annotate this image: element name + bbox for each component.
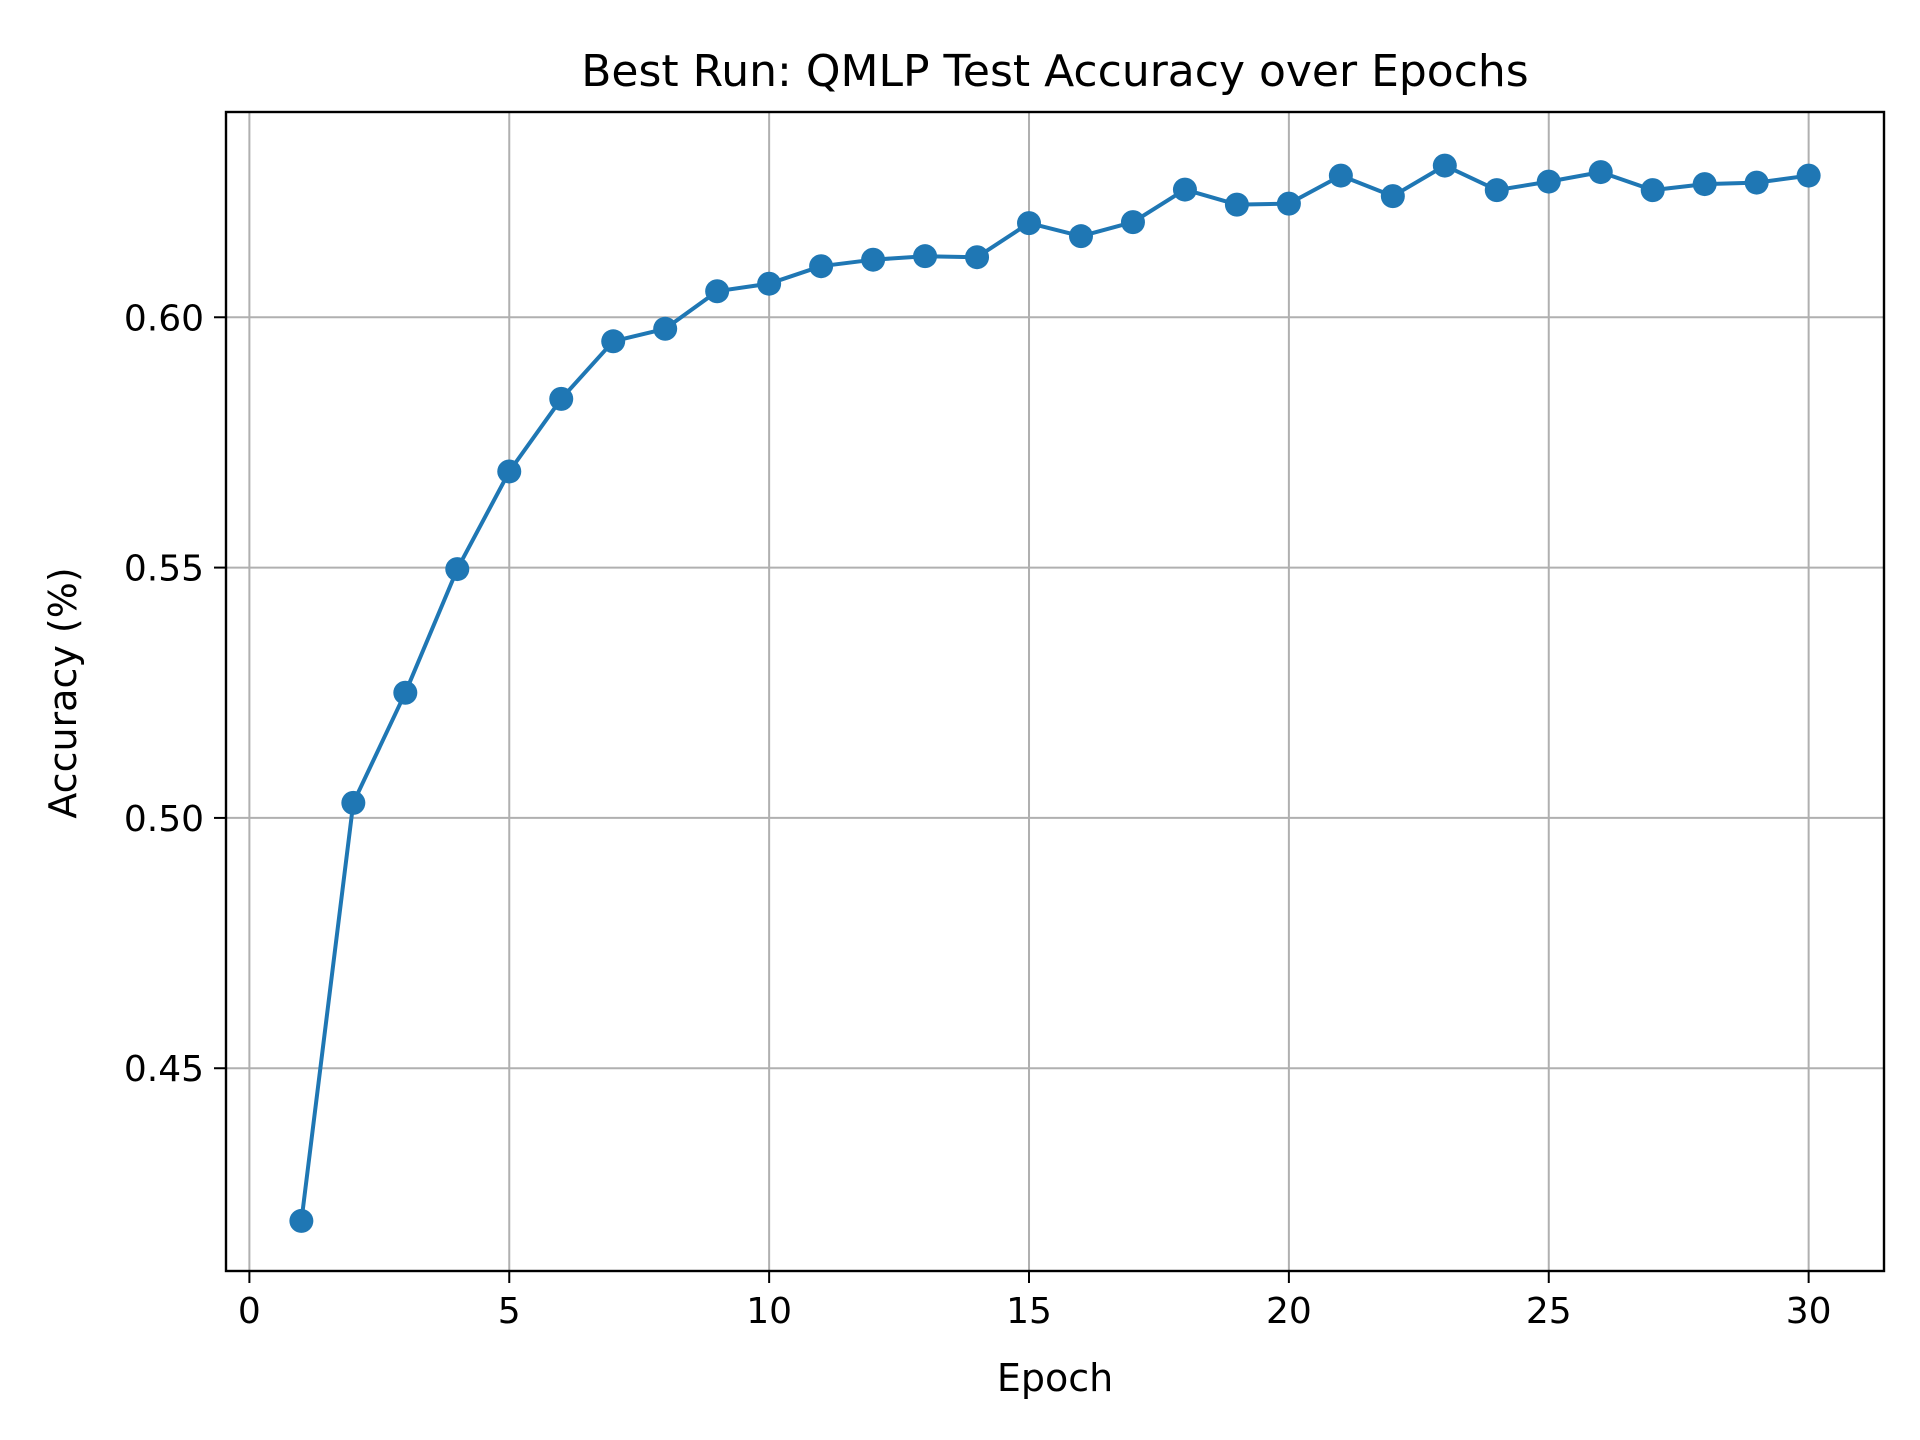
x-tick-label: 15 (1006, 1291, 1052, 1332)
data-point (1796, 163, 1821, 188)
chart-title: Best Run: QMLP Test Accuracy over Epochs (581, 46, 1528, 97)
data-point (1068, 224, 1093, 249)
data-point (1484, 178, 1509, 203)
data-point (341, 790, 366, 815)
data-point (497, 459, 522, 484)
data-point (757, 271, 782, 296)
axis-ticks: 0 5 10 15 20 25 30 0.45 0.50 0.55 0.60 (124, 298, 1832, 1332)
data-point (601, 329, 626, 354)
y-tick-label: 0.55 (124, 549, 204, 590)
data-point (809, 254, 834, 279)
data-point (913, 244, 938, 269)
x-tick-label: 0 (238, 1291, 261, 1332)
x-tick-label: 20 (1266, 1291, 1312, 1332)
y-tick-label: 0.50 (124, 799, 204, 840)
data-point (1224, 192, 1249, 217)
data-point (705, 279, 730, 304)
data-point (1744, 170, 1769, 195)
data-point (1017, 211, 1042, 236)
data-point (1588, 160, 1613, 185)
data-point (549, 386, 574, 411)
data-point (1692, 172, 1717, 197)
data-point (1380, 184, 1405, 209)
x-tick-label: 30 (1786, 1291, 1832, 1332)
data-point (1276, 191, 1301, 216)
x-tick-label: 5 (498, 1291, 521, 1332)
y-tick-label: 0.45 (124, 1049, 204, 1090)
data-point (289, 1208, 314, 1233)
data-point (861, 247, 886, 272)
series-line (289, 153, 1821, 1233)
data-point (1640, 178, 1665, 203)
data-point (445, 557, 470, 582)
data-point (1120, 210, 1145, 235)
data-point (1432, 153, 1457, 178)
y-axis-label: Accuracy (%) (41, 567, 85, 818)
accuracy-line (299, 163, 1809, 1222)
data-point (653, 316, 678, 341)
grid (226, 112, 1884, 1271)
x-tick-label: 10 (746, 1291, 792, 1332)
data-point (393, 680, 418, 705)
data-point (1172, 177, 1197, 202)
plot-frame (224, 110, 1886, 1273)
data-point (1536, 169, 1561, 194)
y-tick-label: 0.60 (124, 298, 204, 339)
data-point (965, 245, 990, 270)
x-axis-label: Epoch (997, 1356, 1113, 1400)
x-tick-label: 25 (1526, 1291, 1572, 1332)
data-point (1328, 163, 1353, 188)
